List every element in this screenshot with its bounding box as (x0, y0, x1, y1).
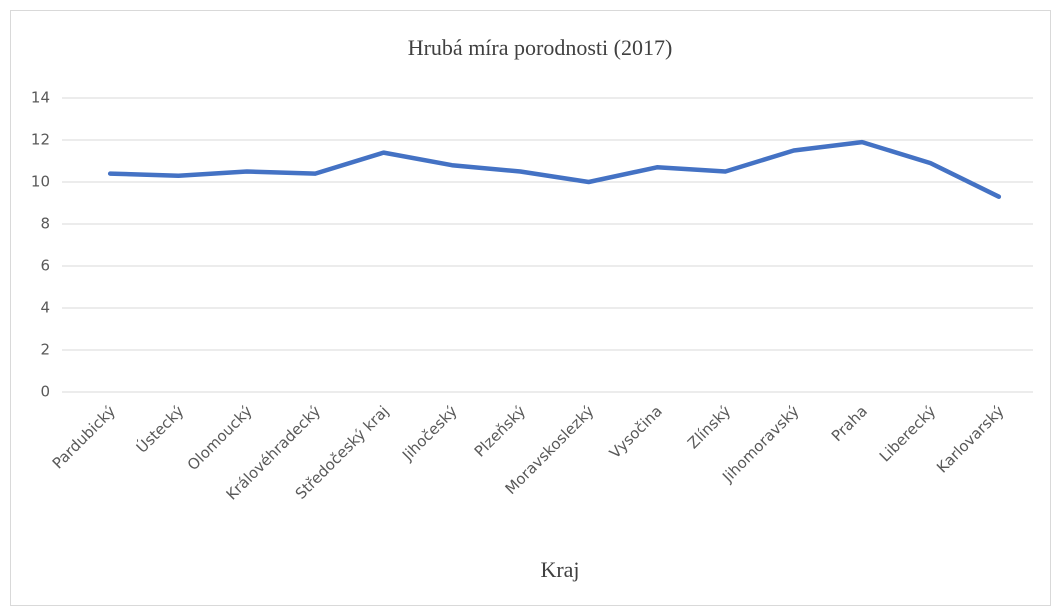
y-tick-label: 14 (31, 89, 50, 107)
chart-title: Hrubá míra porodnosti (2017) (408, 35, 673, 60)
y-tick-label: 12 (31, 131, 50, 149)
y-tick-label: 8 (40, 215, 50, 233)
x-axis-label: Kraj (540, 557, 579, 582)
y-tick-label: 6 (40, 257, 50, 275)
y-tick-label: 2 (40, 341, 50, 359)
y-tick-label: 4 (40, 299, 50, 317)
y-tick-label: 10 (31, 173, 50, 191)
y-tick-label: 0 (40, 383, 50, 401)
data-line (107, 139, 1002, 199)
